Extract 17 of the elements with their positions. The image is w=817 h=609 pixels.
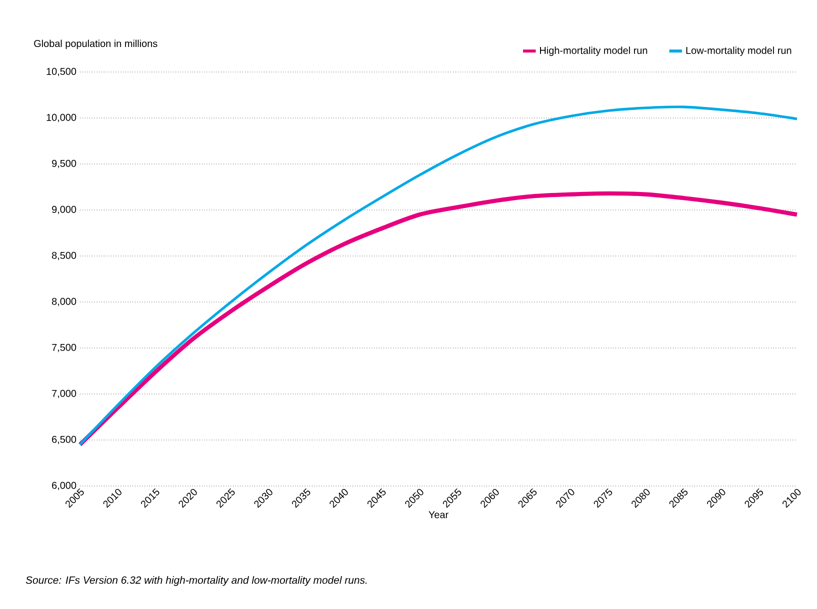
legend-label: High-mortality model run — [540, 46, 648, 56]
legend-label: Low-mortality model run — [686, 46, 792, 56]
y-tick-label: 9,000 — [52, 206, 76, 214]
y-axis-title: Global population in millions — [34, 40, 158, 50]
y-tick-label: 10,500 — [46, 68, 76, 76]
x-axis-title: Year — [428, 511, 448, 518]
y-tick-label: 6,500 — [52, 436, 76, 444]
source-note: Source: IFs Version 6.32 with high-mortality and low-mortality model runs. — [26, 576, 367, 586]
y-tick-label: 6,000 — [52, 482, 76, 490]
y-tick-label: 9,500 — [52, 160, 76, 168]
line-series — [78, 191, 800, 447]
y-tick-label: 7,000 — [52, 390, 76, 398]
y-tick-label: 8,000 — [52, 298, 76, 306]
y-tick-label: 10,000 — [46, 114, 76, 122]
y-tick-label: 8,500 — [52, 252, 76, 260]
y-tick-label: 7,500 — [52, 344, 76, 352]
line-series — [78, 106, 798, 446]
